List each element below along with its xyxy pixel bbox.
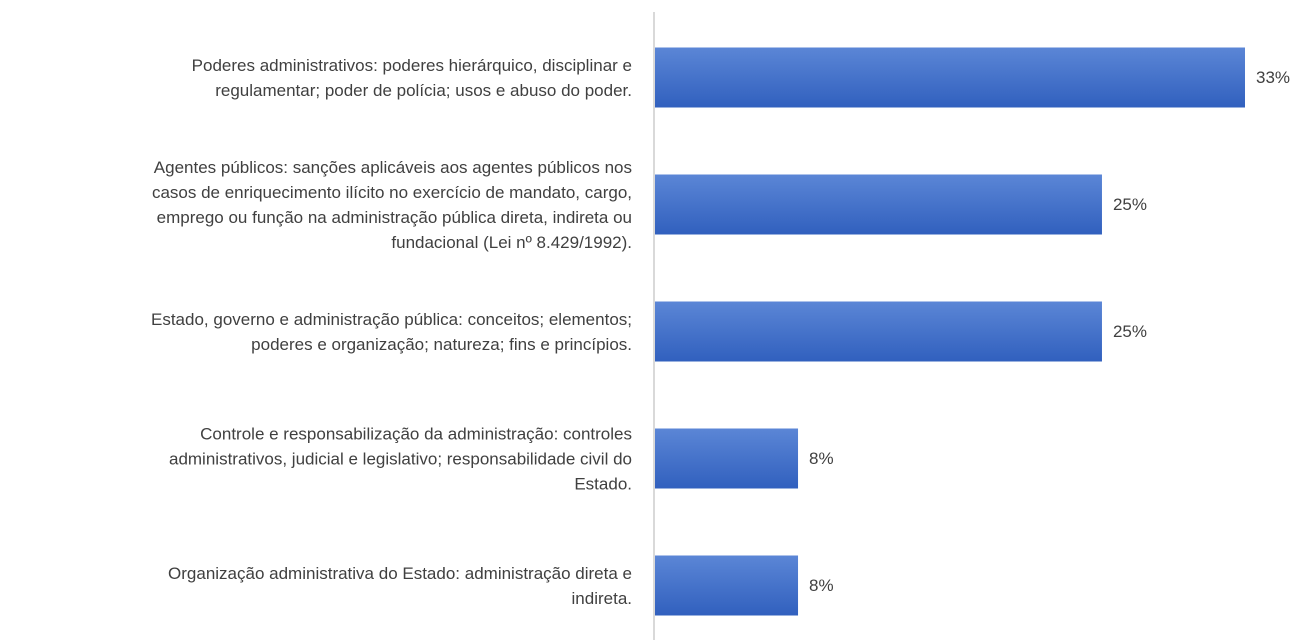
value-label: 25% xyxy=(1112,194,1147,214)
category-label: Estado, governo e administração pública:… xyxy=(151,309,632,354)
bar xyxy=(655,47,1245,108)
bar xyxy=(655,301,1102,362)
category-label: Controle e responsabilização da administ… xyxy=(168,424,632,493)
bar xyxy=(655,428,799,489)
value-label: 25% xyxy=(1112,321,1147,341)
category-label: Poderes administrativos: poderes hierárq… xyxy=(191,55,632,100)
value-label: 8% xyxy=(809,575,834,595)
bar xyxy=(655,555,799,616)
category-label: Organização administrativa do Estado: ad… xyxy=(168,563,632,608)
category-label: Agentes públicos: sanções aplicáveis aos… xyxy=(151,157,632,252)
value-label: 33% xyxy=(1256,67,1291,87)
bar xyxy=(655,174,1102,235)
value-label: 8% xyxy=(809,448,834,468)
